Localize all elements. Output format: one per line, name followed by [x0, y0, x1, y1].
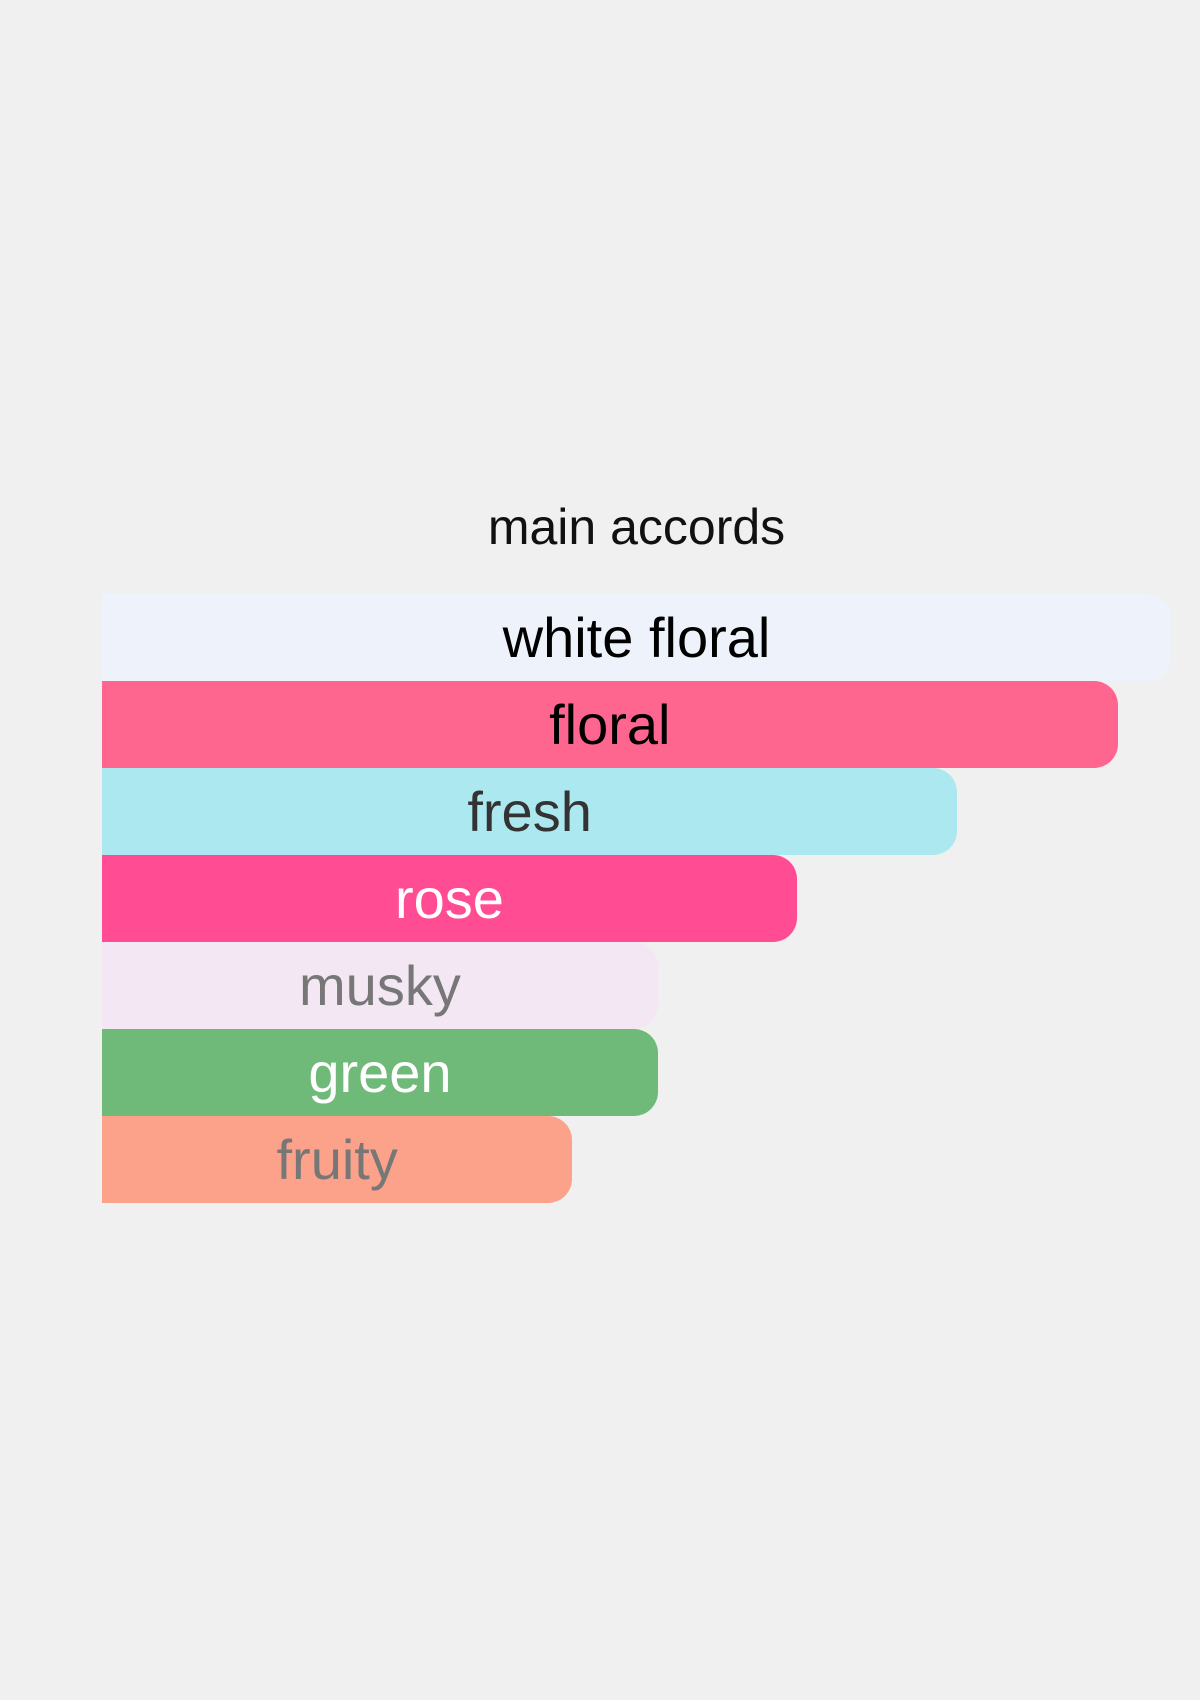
bar-floral: floral	[102, 681, 1118, 768]
bar-fruity: fruity	[102, 1116, 573, 1203]
bar-label: rose	[394, 867, 504, 930]
bar-rose: rose	[102, 855, 797, 942]
chart-title: main accords	[487, 499, 786, 555]
accord-bars: white floral floral fresh rose musky green fru…	[102, 594, 1171, 1203]
bar-label: white floral	[502, 606, 771, 669]
bar-label: musky	[299, 954, 461, 1017]
bar-white-floral: white floral	[102, 594, 1171, 681]
bar-label: floral	[549, 693, 671, 756]
bar-label: fruity	[276, 1128, 398, 1191]
bar-fresh: fresh	[102, 768, 958, 855]
bar-label: green	[308, 1041, 452, 1104]
bar-green: green	[102, 1029, 658, 1116]
bar-musky: musky	[102, 942, 658, 1029]
bar-label: fresh	[467, 780, 592, 843]
